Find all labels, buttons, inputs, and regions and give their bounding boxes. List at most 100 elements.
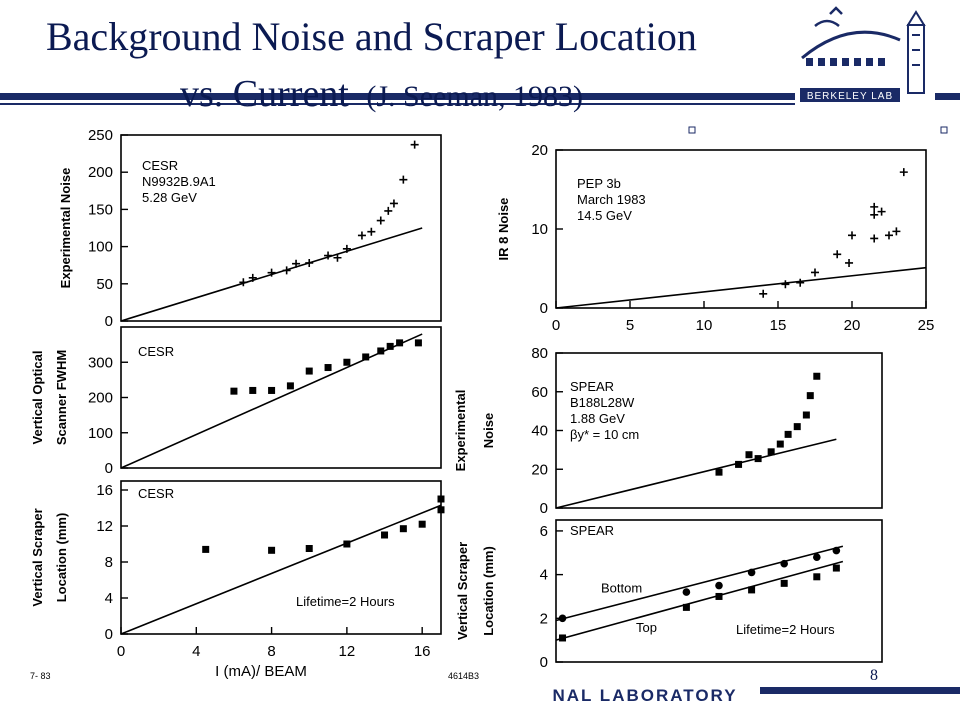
y-tick-label: 8 xyxy=(105,554,113,571)
y-tick-label: 50 xyxy=(96,276,113,293)
plot-frame xyxy=(120,480,442,635)
data-point xyxy=(892,227,901,236)
data-point xyxy=(268,546,276,554)
data-point xyxy=(292,259,301,268)
y-tick-label: 80 xyxy=(531,345,548,362)
slide-title-line1: Background Noise and Scraper Location xyxy=(46,14,697,59)
data-point xyxy=(780,579,788,587)
data-point xyxy=(202,545,210,553)
data-point xyxy=(870,210,879,219)
x-tick-label: 0 xyxy=(552,317,560,334)
series-top xyxy=(559,564,840,642)
data-point xyxy=(767,448,775,456)
y-tick-label: 200 xyxy=(88,390,113,407)
y-axis-label: Scanner FWHM xyxy=(54,350,69,445)
data-point xyxy=(776,440,784,448)
data-point xyxy=(784,430,792,438)
data-point xyxy=(832,546,841,555)
data-point xyxy=(268,386,276,394)
fit-line xyxy=(555,545,844,622)
data-point xyxy=(813,573,821,581)
panel-annotation: N9932B.9A1 xyxy=(142,174,216,189)
title-line2-main: vs. Current xyxy=(180,73,349,115)
y-axis-label: Vertical Scraper xyxy=(30,508,45,606)
data-point xyxy=(267,268,276,277)
data-point xyxy=(682,603,690,611)
data-point xyxy=(437,506,445,514)
campanile-tower-icon xyxy=(906,10,926,94)
x-tick-label: 15 xyxy=(770,317,787,334)
plot-frame xyxy=(120,134,442,322)
y-tick-label: 20 xyxy=(531,142,548,159)
nal-laboratory-logo-text: NAL LABORATORY xyxy=(552,686,737,705)
chart-cesr-scraper: 0 4 8 12 16 0 4 8 12 16 I (mA)/ BEAM Vertical Scrap… xyxy=(30,480,445,680)
y-axis-label: Vertical Optical xyxy=(30,351,45,445)
fit-line xyxy=(120,333,423,469)
data-point xyxy=(715,468,723,476)
data-point xyxy=(367,227,376,236)
x-tick-label: 20 xyxy=(844,317,861,334)
x-tick-label: 0 xyxy=(117,643,125,660)
lab-window-icons xyxy=(806,58,885,66)
y-axis-label: Location (mm) xyxy=(481,546,496,636)
y-tick-label: 150 xyxy=(88,201,113,218)
data-point xyxy=(343,358,351,366)
data-point xyxy=(333,253,342,262)
x-tick-label: 4 xyxy=(192,643,200,660)
plot-frame xyxy=(555,149,927,309)
x-tick-label: 16 xyxy=(414,643,431,660)
data-point xyxy=(811,268,819,277)
data-point xyxy=(845,258,854,267)
data-point xyxy=(343,540,351,548)
y-tick-label: 0 xyxy=(105,626,113,643)
y-tick-label: 4 xyxy=(105,590,113,607)
series-label: Top xyxy=(636,620,657,635)
chart-cesr-optical: 0 100 200 300 Vertical Optical Scanner FWHM CE… xyxy=(30,326,442,477)
data-point xyxy=(715,592,723,600)
lifetime-note: Lifetime=2 Hours xyxy=(296,594,395,609)
y-tick-label: 0 xyxy=(540,654,548,671)
y-tick-label: 4 xyxy=(540,567,548,584)
data-point xyxy=(848,231,856,240)
berkeley-lab-logo: BERKELEY LAB xyxy=(795,0,935,106)
panel-annotation: PEP 3b xyxy=(577,176,621,191)
data-point xyxy=(796,278,805,287)
corner-marker-right xyxy=(940,126,948,134)
panel-annotation: 1.88 GeV xyxy=(570,411,625,426)
data-point xyxy=(748,586,756,594)
data-point xyxy=(781,280,790,289)
panel-annotation: B188L28W xyxy=(570,395,635,410)
y-tick-label: 60 xyxy=(531,384,548,401)
data-point xyxy=(793,423,801,431)
chart-cesr-noise: 0 50 100 150 200 250 Experimental Noise CESRN99… xyxy=(58,127,442,330)
fit-line xyxy=(555,438,837,509)
data-point xyxy=(870,234,879,243)
y-tick-label: 0 xyxy=(105,313,113,330)
y-tick-label: 16 xyxy=(96,482,113,499)
y-axis-label: Noise xyxy=(481,413,496,448)
y-tick-label: 200 xyxy=(88,164,113,181)
data-point xyxy=(759,289,768,298)
data-point xyxy=(324,364,332,372)
data-point xyxy=(813,553,821,561)
y-axis-label: Experimental Noise xyxy=(58,168,73,289)
panel-annotation: βy* = 10 cm xyxy=(570,427,639,442)
y-tick-label: 250 xyxy=(88,127,113,144)
y-tick-label: 20 xyxy=(531,461,548,478)
data-point xyxy=(870,202,879,211)
y-tick-label: 0 xyxy=(540,300,548,317)
x-tick-label: 10 xyxy=(696,317,713,334)
y-tick-label: 100 xyxy=(88,425,113,442)
data-point xyxy=(558,614,567,623)
corner-code-left: 7- 83 xyxy=(30,671,51,681)
data-point xyxy=(559,634,567,642)
berkeley-lab-logo-text: BERKELEY LAB xyxy=(807,91,893,102)
x-tick-label: 25 xyxy=(918,317,935,334)
x-tick-label: 8 xyxy=(267,643,275,660)
lifetime-note: Lifetime=2 Hours xyxy=(736,622,835,637)
data-point xyxy=(376,216,385,225)
data-point xyxy=(286,382,294,390)
title-line2-citation: (J. Seeman, 1983) xyxy=(366,80,583,113)
